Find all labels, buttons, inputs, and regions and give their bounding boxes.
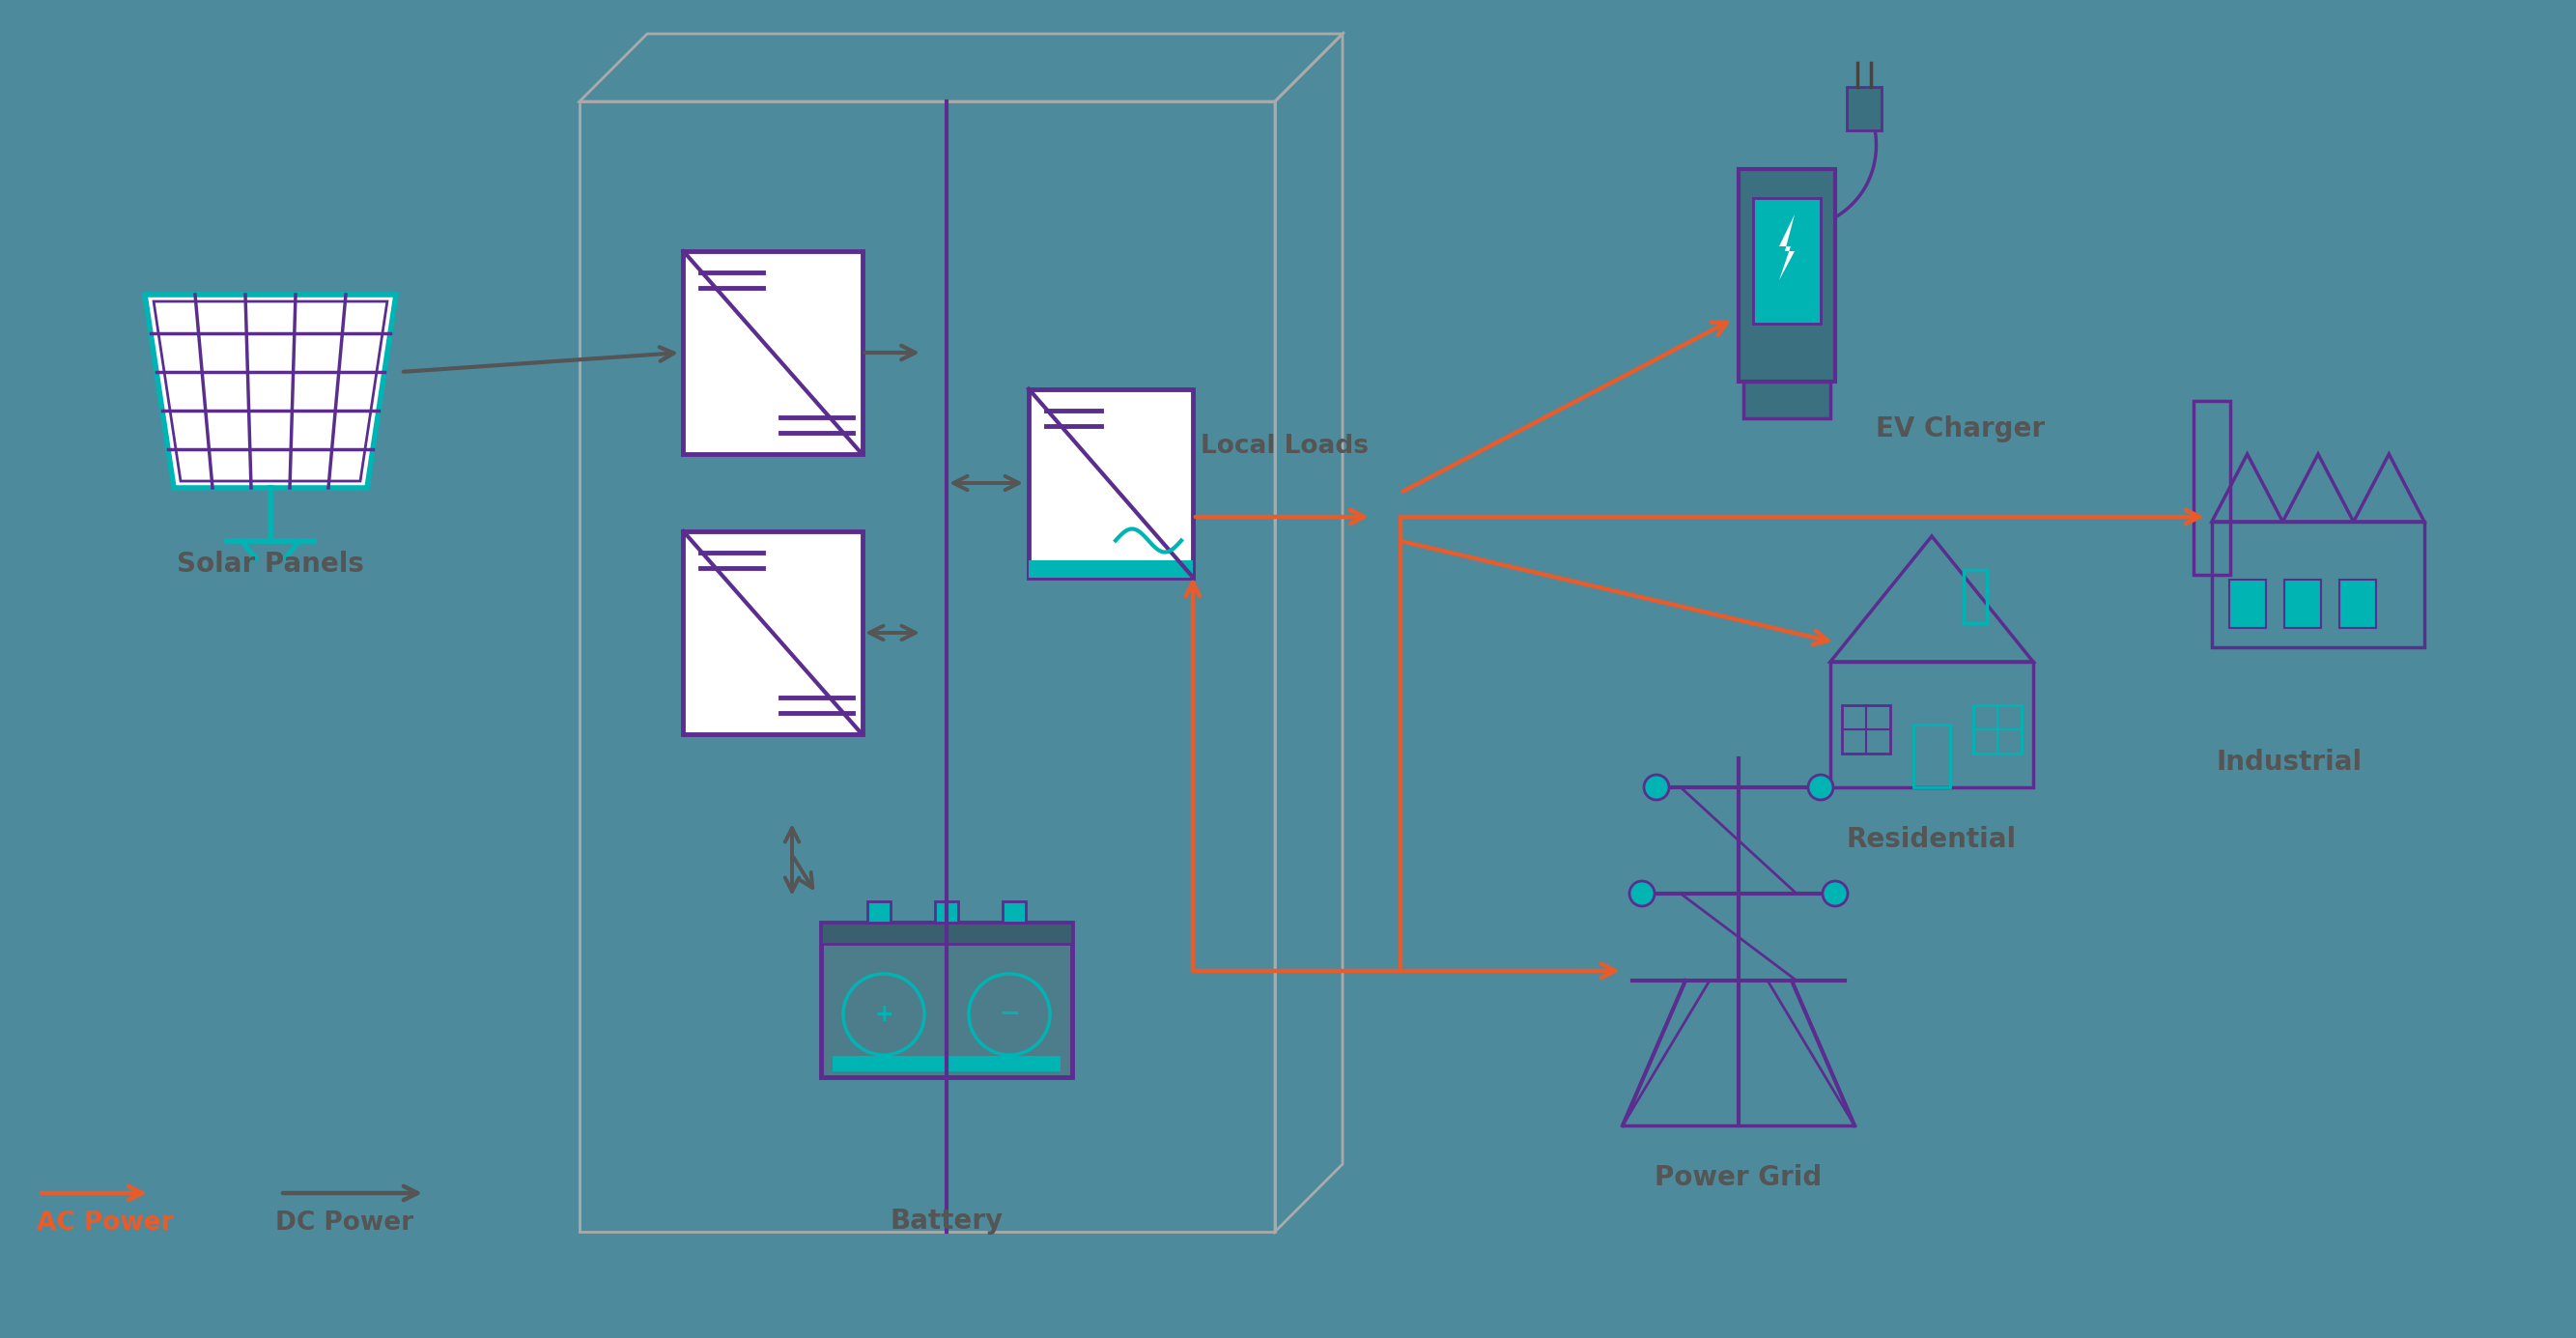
Polygon shape xyxy=(822,923,1072,943)
Circle shape xyxy=(1631,880,1654,906)
Polygon shape xyxy=(1028,559,1193,577)
Text: Local Loads: Local Loads xyxy=(1200,434,1368,459)
Polygon shape xyxy=(1847,87,1880,130)
Polygon shape xyxy=(2339,579,2375,628)
Polygon shape xyxy=(1002,902,1025,923)
Polygon shape xyxy=(1744,381,1832,419)
Circle shape xyxy=(969,974,1051,1054)
Polygon shape xyxy=(1739,169,1834,381)
Text: AC Power: AC Power xyxy=(36,1211,173,1235)
Polygon shape xyxy=(683,531,863,735)
Text: Solar Panels: Solar Panels xyxy=(178,551,363,578)
Text: Industrial: Industrial xyxy=(2215,749,2362,776)
Text: EV Charger: EV Charger xyxy=(1875,415,2045,443)
Polygon shape xyxy=(1754,198,1821,324)
Text: −: − xyxy=(999,1002,1020,1028)
Circle shape xyxy=(842,974,925,1054)
Text: DC Power: DC Power xyxy=(276,1211,415,1235)
Polygon shape xyxy=(2285,579,2321,628)
Polygon shape xyxy=(868,902,891,923)
Polygon shape xyxy=(144,294,397,488)
Polygon shape xyxy=(1028,389,1193,577)
Polygon shape xyxy=(1780,214,1795,280)
Text: +: + xyxy=(873,1002,894,1026)
Polygon shape xyxy=(935,902,958,923)
Polygon shape xyxy=(822,923,1072,1077)
Circle shape xyxy=(1643,775,1669,800)
Text: Battery: Battery xyxy=(889,1208,1002,1235)
Polygon shape xyxy=(683,252,863,454)
Polygon shape xyxy=(2228,579,2267,628)
Text: Power Grid: Power Grid xyxy=(1654,1164,1821,1191)
Polygon shape xyxy=(832,1056,1061,1072)
Circle shape xyxy=(1808,775,1834,800)
Circle shape xyxy=(1824,880,1847,906)
Text: Residential: Residential xyxy=(1847,826,2017,854)
